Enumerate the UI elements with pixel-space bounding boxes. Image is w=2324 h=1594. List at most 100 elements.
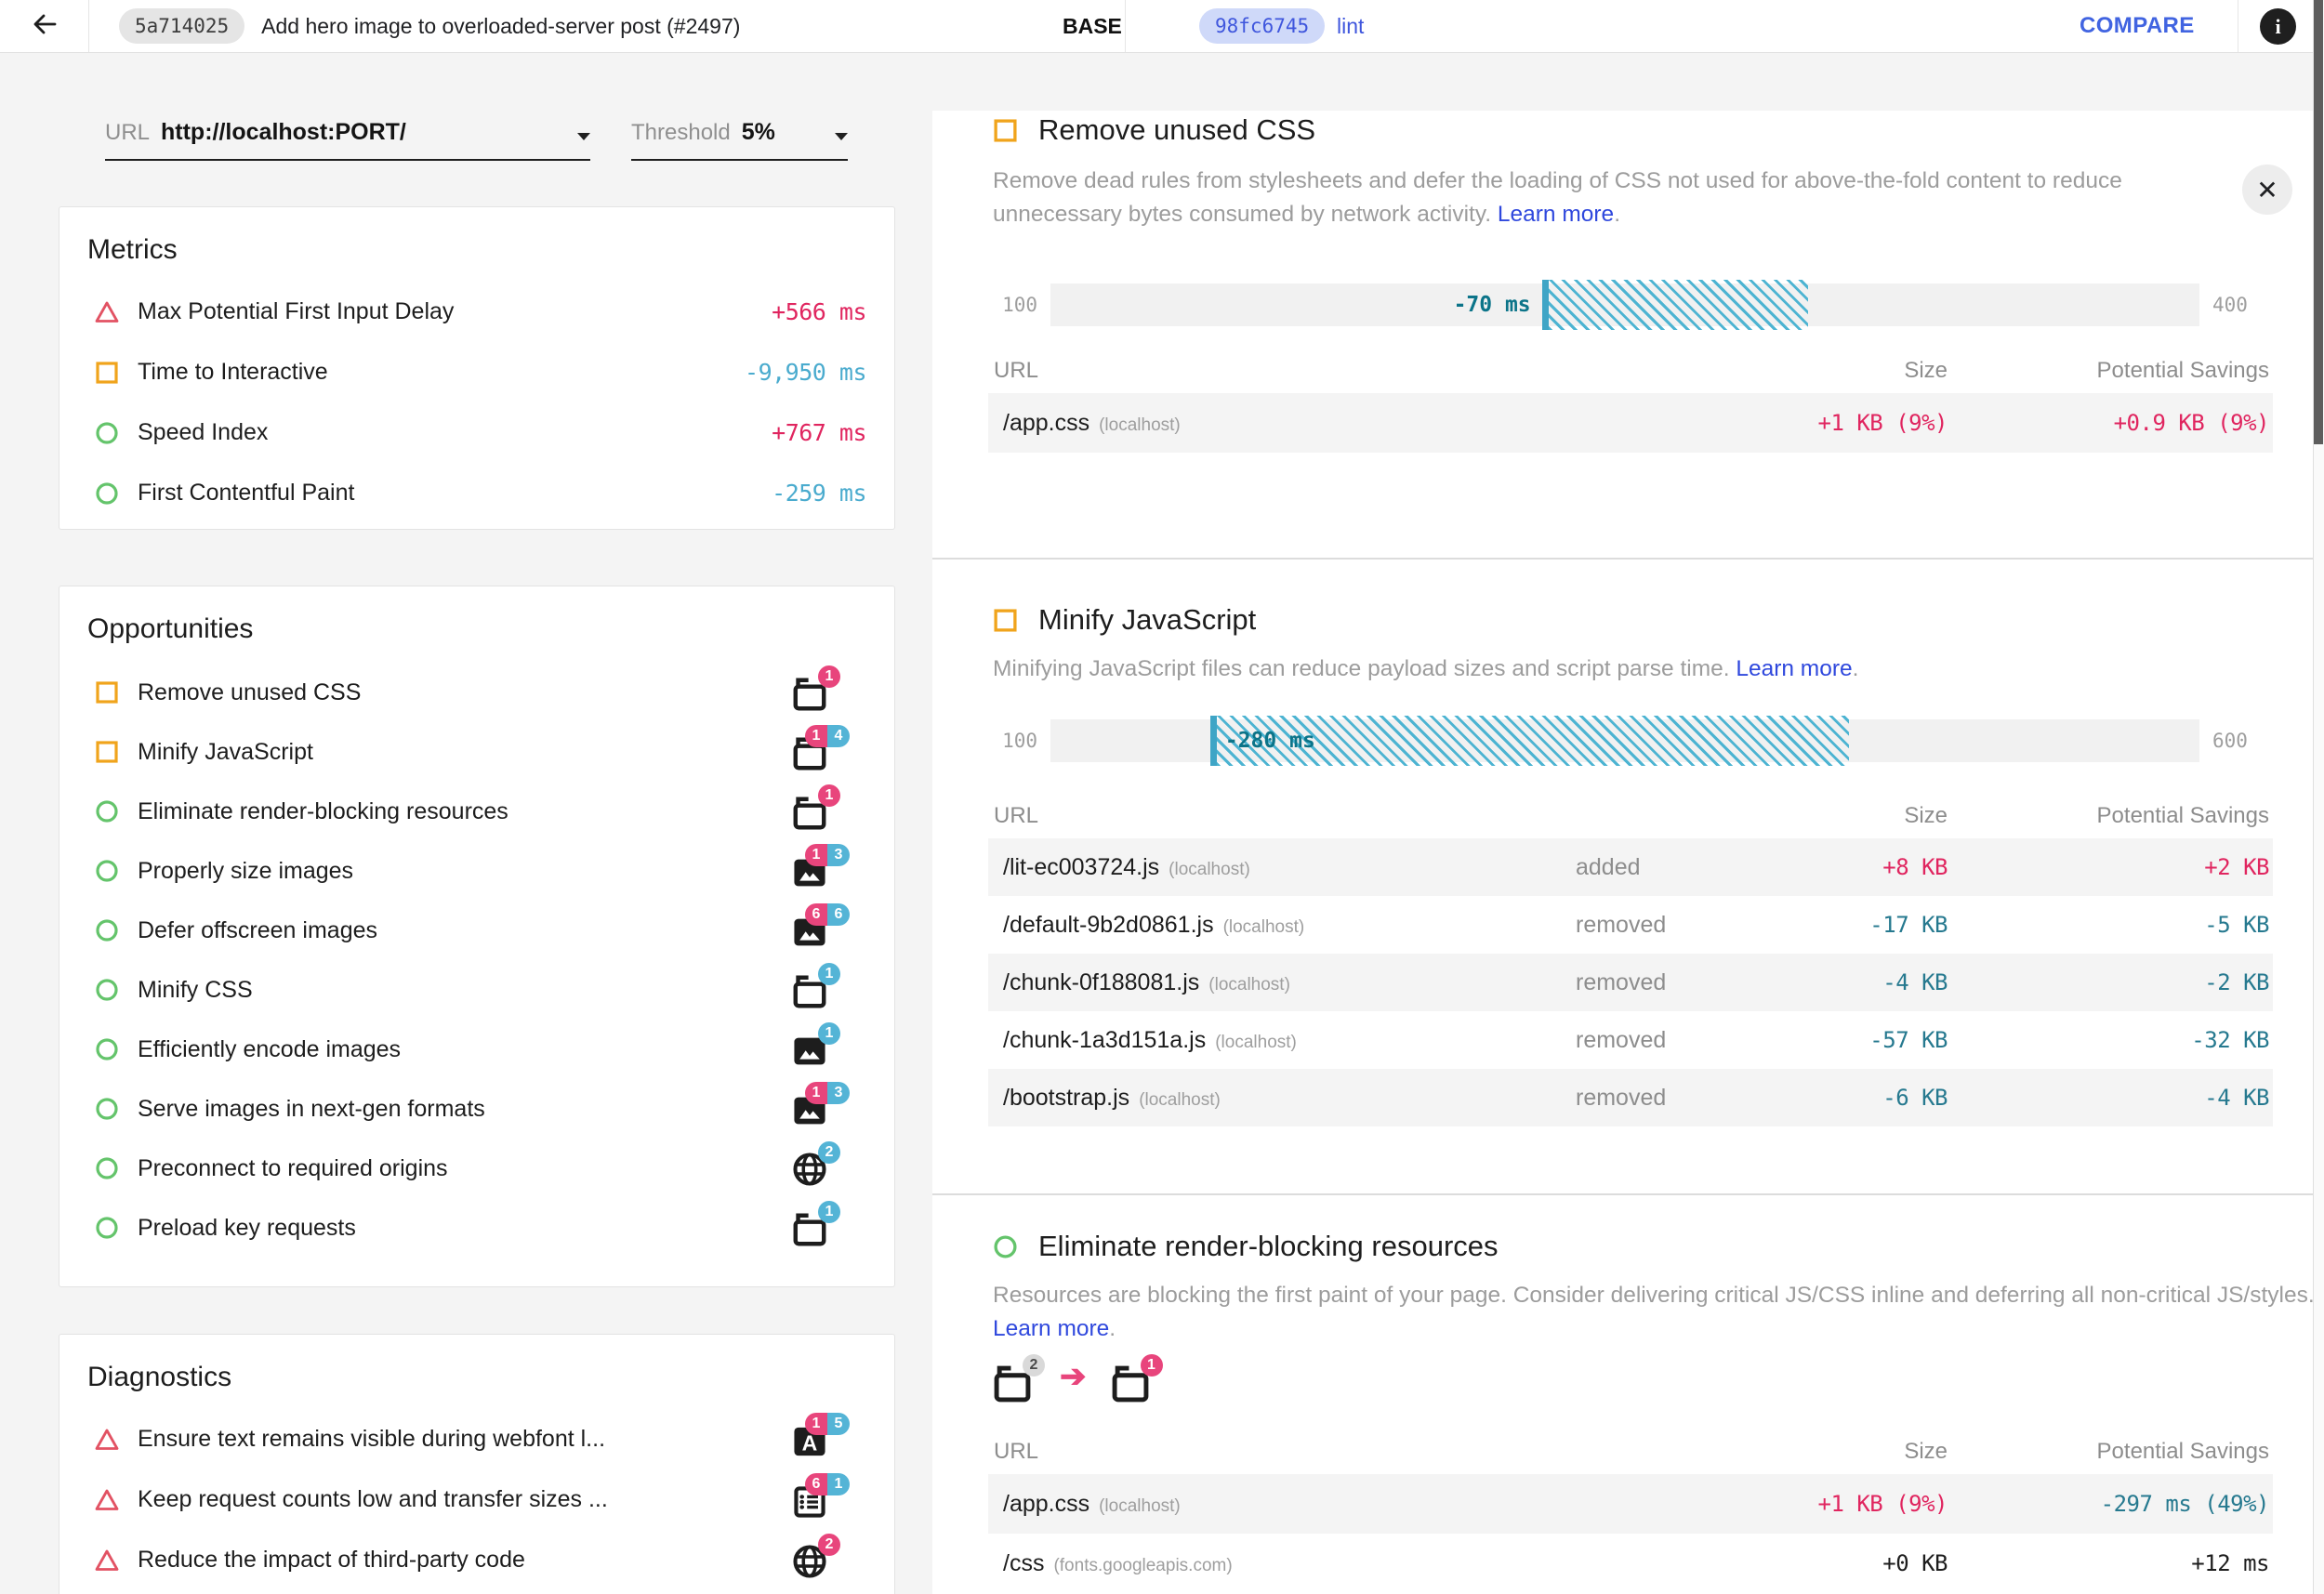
regression-badge: 1: [805, 844, 827, 866]
regression-badge: 6: [805, 1472, 827, 1495]
learn-more-link[interactable]: Learn more: [1736, 656, 1853, 681]
metric-row[interactable]: Speed Index +767 ms: [87, 402, 866, 463]
bar-track: -70 ms: [1050, 280, 2199, 330]
info-icon[interactable]: i: [2260, 8, 2296, 45]
detail-section-render-blocking: Eliminate render-blocking resources Reso…: [932, 1193, 2315, 1594]
size-value: -6 KB: [1882, 1085, 1948, 1111]
audit-label: Defer offscreen images: [138, 916, 377, 943]
audit-row-render-blocking[interactable]: Eliminate render-blocking resources 1: [87, 782, 866, 841]
pass-circle-icon: [95, 799, 119, 823]
section-title: Minify JavaScript: [1038, 603, 1257, 636]
report-controls: URL http://localhost:PORT/ Threshold 5%: [105, 119, 895, 161]
section-header: Minify JavaScript: [993, 600, 2268, 639]
threshold-select-value: 5%: [741, 119, 775, 145]
metric-label: Max Potential First Input Delay: [138, 298, 455, 324]
diagnostics-card: Diagnostics Ensure text remains visible …: [59, 1334, 895, 1594]
regression-badge: 1: [805, 725, 827, 747]
improvement-badge: 6: [827, 903, 850, 926]
pass-circle-icon: [95, 421, 119, 445]
warn-square-icon: [95, 361, 119, 385]
savings-value: -4 KB: [2204, 1085, 2269, 1111]
metric-row[interactable]: Time to Interactive -9,950 ms: [87, 342, 866, 402]
compare-button[interactable]: COMPARE: [2080, 13, 2195, 38]
table-row: /chunk-1a3d151a.js (localhost) removed -5…: [988, 1011, 2273, 1069]
table-row: /app.css (localhost) +1 KB (9%) -297 ms (…: [988, 1474, 2273, 1534]
resource-url: /css: [1003, 1549, 1045, 1576]
chevron-down-icon: [835, 133, 848, 140]
section-description: Remove dead rules from stylesheets and d…: [993, 165, 2250, 231]
table-row: /lit-ec003724.js (localhost) added +8 KB …: [988, 838, 2273, 896]
table-header: URL Size Potential Savings: [988, 803, 2273, 838]
audit-row-remove-unused-css[interactable]: Remove unused CSS 1: [87, 663, 866, 722]
improvement-badge: 1: [818, 1201, 840, 1223]
regression-badge: 6: [805, 903, 827, 926]
period: .: [1614, 202, 1620, 227]
improvement-badge: 1: [827, 1472, 850, 1495]
globe-icon: 2: [792, 1141, 840, 1187]
fail-triangle-icon: [95, 1488, 119, 1512]
scrollbar-thumb[interactable]: [2314, 0, 2323, 444]
fail-triangle-icon: [95, 300, 119, 324]
metric-label: Speed Index: [138, 419, 269, 445]
regression-badge: 1: [818, 665, 840, 688]
audit-row-preload-key-requests[interactable]: Preload key requests 1: [87, 1198, 866, 1258]
savings-diff-bar: 100 -280 ms 600: [993, 716, 2268, 766]
diff-label: removed: [1576, 911, 1667, 938]
audit-label: Properly size images: [138, 857, 354, 884]
audit-label: Ensure text remains visible during webfo…: [138, 1426, 606, 1452]
learn-more-link[interactable]: Learn more: [993, 1316, 1110, 1341]
learn-more-link[interactable]: Learn more: [1497, 202, 1615, 227]
improvement-badge: 4: [827, 725, 850, 747]
close-icon[interactable]: ✕: [2242, 165, 2292, 215]
resource-url: /chunk-0f188081.js: [1003, 968, 1200, 995]
description-text: Minifying JavaScript files can reduce pa…: [993, 656, 1730, 681]
warn-square-icon: [95, 740, 119, 764]
build-hash-badge[interactable]: 5a714025: [119, 8, 245, 44]
detail-section-minify-javascript: Minify JavaScript Minifying JavaScript f…: [932, 558, 2315, 1193]
bar-delta-label: -70 ms: [1453, 293, 1531, 317]
audit-row-request-counts[interactable]: Keep request counts low and transfer siz…: [87, 1469, 866, 1530]
divider: [1125, 0, 1126, 52]
table-row: /app.css (localhost) +1 KB (9%) +0.9 KB (…: [988, 393, 2273, 453]
metric-row[interactable]: Max Potential First Input Delay +566 ms: [87, 282, 866, 342]
table-header: URL Size Potential Savings: [988, 358, 2273, 393]
audit-label: Minify JavaScript: [138, 738, 313, 765]
pass-circle-icon: [95, 859, 119, 883]
threshold-select[interactable]: Threshold 5%: [631, 119, 848, 161]
audit-row-webfont-visible[interactable]: Ensure text remains visible during webfo…: [87, 1409, 866, 1469]
summary-column: URL http://localhost:PORT/ Threshold 5% …: [59, 53, 895, 1594]
savings-diff-bar: 100 -70 ms 400: [993, 280, 2268, 330]
audit-row-preconnect-origins[interactable]: Preconnect to required origins 2: [87, 1139, 866, 1198]
compare-hash-badge[interactable]: 98fc6745: [1199, 8, 1326, 44]
resource-url: /lit-ec003724.js: [1003, 853, 1160, 880]
metric-row[interactable]: First Contentful Paint -259 ms: [87, 463, 866, 523]
opportunities-card: Opportunities Remove unused CSS 1 Minify…: [59, 586, 895, 1287]
detail-table: URL Size Potential Savings /lit-ec003724…: [988, 803, 2273, 1126]
compare-branch-link[interactable]: lint: [1337, 13, 1365, 38]
audit-row-third-party-code[interactable]: Reduce the impact of third-party code 2: [87, 1530, 866, 1590]
fail-triangle-icon: [95, 1548, 119, 1573]
metric-value: +767 ms: [772, 419, 866, 446]
audit-label: Reduce the impact of third-party code: [138, 1547, 525, 1573]
url-select[interactable]: URL http://localhost:PORT/: [105, 119, 590, 161]
metric-value: -259 ms: [772, 480, 866, 507]
pass-circle-icon: [95, 918, 119, 942]
audit-row-minify-css[interactable]: Minify CSS 1: [87, 960, 866, 1020]
back-button[interactable]: [0, 0, 89, 52]
resource-host: (localhost): [1215, 1032, 1297, 1052]
resource-host: (fonts.googleapis.com): [1053, 1555, 1233, 1575]
savings-value: -2 KB: [2204, 969, 2269, 995]
metric-value: -9,950 ms: [745, 359, 866, 386]
improvement-hatch: [1209, 716, 1849, 766]
audit-row-encode-images[interactable]: Efficiently encode images 1: [87, 1020, 866, 1079]
detail-table: URL Size Potential Savings /app.css (loca…: [988, 358, 2273, 453]
period: .: [1852, 656, 1859, 681]
after-count-badge: 1: [1140, 1354, 1163, 1377]
audit-label: Keep request counts low and transfer siz…: [138, 1486, 608, 1512]
